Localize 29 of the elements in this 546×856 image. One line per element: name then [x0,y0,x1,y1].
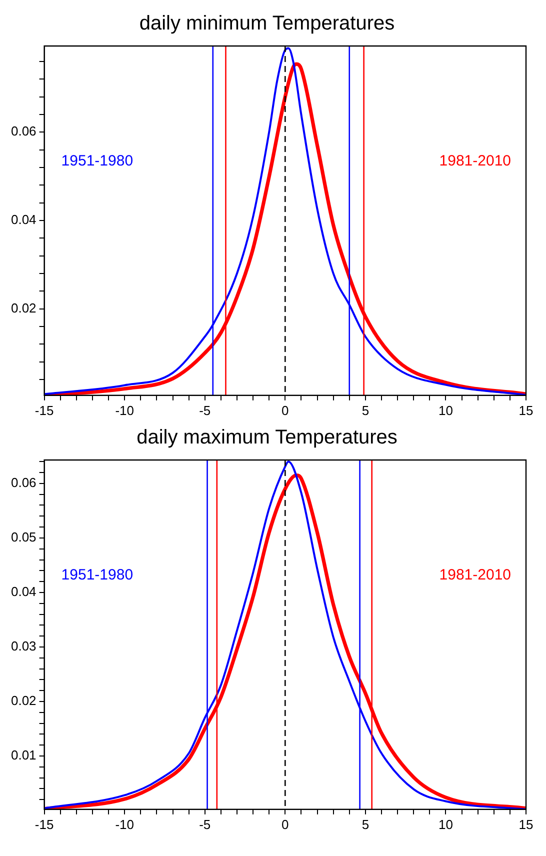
chart-title: daily minimum Temperatures [139,12,395,35]
y-tick-label: 0.04 [10,212,36,228]
x-tick-label: 0 [282,816,289,832]
text: 1951-1980 [61,152,134,170]
x-tick-label: -15 [34,402,54,418]
x-tick-label: 10 [438,816,453,832]
x-tick-label: -5 [199,402,211,418]
x-tick-label: 15 [518,816,534,832]
y-tick-label: 0.02 [10,300,36,316]
y-tick-label: 0.06 [10,124,36,139]
text: 1951-1980 [61,566,134,584]
x-tick-label: -15 [34,816,54,832]
x-tick-label: 10 [438,402,453,418]
y-tick-label: 0.02 [10,693,36,708]
x-tick-label: 0 [282,402,289,418]
y-tick-label: 0.01 [10,748,36,763]
y-tick-label: 0.04 [10,584,36,600]
x-tick-label: -10 [115,402,134,418]
y-tick-label: 0.03 [10,638,36,654]
x-tick-label: 5 [362,402,370,418]
x-tick-label: -10 [115,816,134,832]
y-tick-label: 0.06 [10,475,36,490]
chart-title: daily maximum Temperatures [136,426,398,449]
y-tick-label: 0.05 [10,530,36,545]
x-tick-label: -5 [199,816,211,832]
text: 1981-2010 [439,566,511,584]
x-tick-label: 15 [518,402,534,418]
text: 1981-2010 [439,152,511,170]
x-tick-label: 5 [362,816,370,832]
